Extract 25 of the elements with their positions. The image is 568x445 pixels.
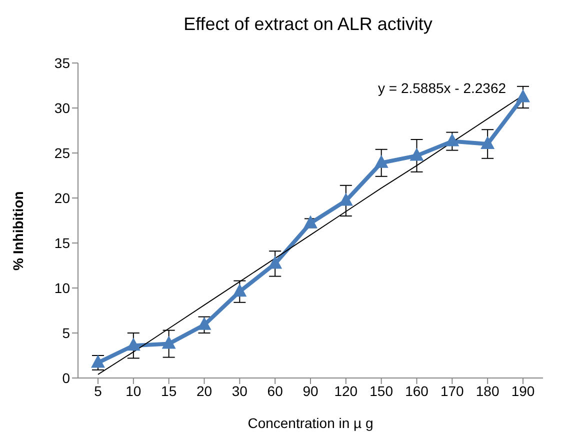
x-tick-label: 170 <box>440 382 464 399</box>
y-tick-label: 25 <box>54 144 70 161</box>
y-tick-label: 35 <box>54 54 70 71</box>
x-tick-label: 10 <box>126 382 142 399</box>
annotation: y = 2.5885x - 2.2362 <box>378 80 506 96</box>
x-tick-label: 20 <box>196 382 212 399</box>
y-tick-label: 30 <box>54 100 70 116</box>
x-tick-label: 5 <box>94 382 102 399</box>
y-tick-label: 10 <box>54 280 70 296</box>
x-tick-label: 120 <box>334 382 358 399</box>
x-tick-label: 15 <box>161 382 177 399</box>
chart-title: Effect of extract on ALR activity <box>182 14 434 35</box>
x-tick-label: 60 <box>267 382 284 399</box>
x-tick-label: 30 <box>232 382 248 399</box>
y-tick-label: 15 <box>54 234 70 251</box>
x-tick-label: 190 <box>511 382 535 399</box>
y-axis-title: % Inhibition <box>10 191 26 270</box>
y-tick-label: 0 <box>62 370 70 386</box>
x-tick-label: 180 <box>476 382 500 399</box>
x-tick-label: 150 <box>370 382 394 399</box>
x-axis-title: Concentration in µ g <box>248 415 374 431</box>
x-tick-label: 160 <box>405 382 429 399</box>
x-tick-label: 90 <box>302 382 318 399</box>
y-tick-label: 5 <box>62 324 70 341</box>
y-tick-label: 20 <box>54 190 70 206</box>
